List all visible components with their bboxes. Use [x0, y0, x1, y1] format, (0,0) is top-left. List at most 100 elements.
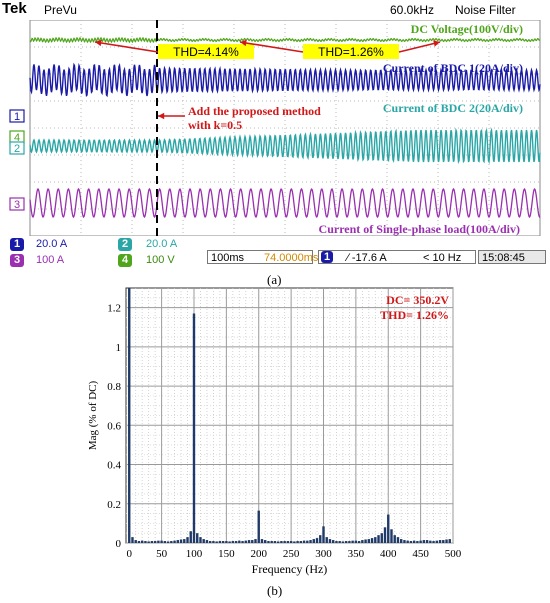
spectrum-bar [202, 539, 205, 543]
spectrum-bar [247, 540, 251, 543]
spectrum-bar [283, 541, 286, 543]
spectrum-bar [289, 541, 293, 543]
thd-after-left-arrow-head [240, 39, 247, 47]
thd-before-label-bg [158, 44, 254, 59]
bdc2-label: Current of BDC 2(20A/div) [383, 101, 523, 115]
ch2-scale: 20.0 A [146, 238, 178, 250]
spectrum-bar [244, 540, 247, 543]
spectrum-bar [315, 538, 319, 543]
spectrum-bar [179, 539, 183, 543]
spectrum-bar [231, 541, 235, 543]
spectrum-bar [254, 539, 257, 543]
x-tick-label: 200 [250, 548, 267, 560]
spectrum-bar [332, 540, 335, 543]
scope-sample-rate: 60.0kHz [390, 3, 435, 17]
ch1-marker: 1 [14, 111, 20, 123]
spectrum-bar [422, 540, 426, 543]
scope-screen: 1 42 3 THD=4.14% THD=1.26% DC Voltage(100V/di… [9, 8, 541, 240]
spectrum-bar [383, 527, 387, 543]
spectrum-bar [147, 541, 150, 543]
y-tick-label: 1 [116, 342, 122, 354]
trigger-channel: 1 [321, 251, 333, 263]
ch4-scale: 100 V [146, 254, 175, 266]
spectrum-bar [276, 541, 280, 543]
spectrum-bar [435, 540, 439, 543]
spectrum-bar [280, 541, 283, 543]
spectrum-bar [153, 541, 157, 543]
x-axis-label: Frequency (Hz) [252, 562, 328, 576]
ch2-marker: 2 [14, 143, 20, 155]
spectrum-bar [432, 541, 435, 543]
spectrum-bar [296, 541, 299, 543]
spectrum-bar [176, 540, 179, 543]
spectrum-bar [364, 539, 367, 543]
y-tick-label: 0.8 [107, 381, 121, 393]
trigger-frequency: < 10 Hz [423, 252, 462, 264]
ch1-scale: 20.0 A [36, 238, 68, 250]
spectrum-bar [221, 541, 225, 543]
y-tick-label: 0.6 [107, 420, 121, 432]
spectrum-bar [186, 537, 189, 543]
dc-annotation: DC= 350.2V [386, 293, 449, 307]
spectrum-bar [241, 541, 244, 543]
spectrum-bar [286, 541, 290, 543]
plot-area [125, 287, 454, 544]
x-tick-label: 100 [186, 548, 203, 560]
ch4-badge[interactable]: 4 [118, 254, 132, 267]
load-label: Current of Single-phase load(100A/div) [319, 222, 520, 236]
ch1-badge[interactable]: 1 [10, 238, 24, 251]
trigger-level: ∕ -17.6 A [347, 252, 387, 264]
spectrum-bar [238, 540, 241, 543]
spectrum-bar [341, 541, 345, 543]
scope-brand: Tek [2, 0, 27, 17]
thd-before-label: THD=4.14% [173, 45, 239, 59]
ch3-badge[interactable]: 3 [10, 254, 24, 267]
spectrum-bar [170, 541, 173, 543]
x-tick-label: 450 [412, 548, 429, 560]
spectrum-bar [144, 541, 147, 543]
spectrum-bar [374, 537, 377, 543]
scope-header: Tek PreVu 60.0kHz Noise Filter [0, 0, 550, 20]
spectrum-bar [160, 540, 163, 543]
dc-voltage-trace [29, 36, 541, 44]
x-tick-label: 300 [315, 548, 332, 560]
time-window-box[interactable]: 100ms 74.0000ms [207, 250, 318, 264]
y-tick-label: 0 [116, 538, 122, 550]
spectrum-bar [412, 540, 416, 543]
spectrum-chart: 0 50 100 150 200 250 300 350 400 450 500 0 0.2 0.4 0.6… [87, 287, 462, 576]
caption-a: (a) [267, 272, 282, 287]
spectrum-bar [328, 539, 332, 543]
spectrum-bar [134, 540, 137, 543]
spectrum-bar [128, 288, 131, 543]
spectrum-bar [299, 541, 303, 543]
y-tick-label: 0.4 [107, 460, 121, 472]
spectrum-bar [150, 541, 154, 543]
spectrum-bar [163, 541, 167, 543]
spectrum-bar [166, 541, 170, 543]
spectrum-bar [309, 540, 312, 543]
load-current-trace [29, 187, 541, 219]
thd-after-left-arrow [239, 41, 304, 53]
spectrum-bar [403, 540, 406, 543]
spectrum-bar [264, 540, 267, 543]
spectrum-bar [218, 541, 222, 543]
spectrum-bar [348, 541, 351, 543]
ch2-badge[interactable]: 2 [118, 238, 132, 251]
spectrum-bar [267, 541, 270, 543]
spectrum-bar [377, 535, 380, 543]
ch3-marker-box [9, 197, 25, 211]
spectrum-bar [228, 541, 231, 543]
spectrum-bar [390, 529, 393, 543]
thd-annotation: THD= 1.26% [380, 308, 449, 322]
thd-before-arrow [94, 41, 159, 53]
spectrum-bar [302, 540, 306, 543]
x-tick-label: 0 [126, 548, 132, 560]
scope-filter: Noise Filter [455, 3, 516, 17]
spectrum-bar [189, 531, 192, 543]
y-axis-label: Mag (% of DC) [87, 380, 99, 450]
oscilloscope-panel: 1 4 2 3 THD=4.14% THD=1.26% DC Voltage(100V/di… [0, 0, 550, 272]
trigger-box[interactable]: 1 ∕ -17.6 A < 10 Hz [318, 250, 476, 264]
scope-mode: PreVu [44, 3, 77, 17]
caption-b: (b) [267, 583, 283, 598]
spectrum-bar [357, 541, 361, 543]
